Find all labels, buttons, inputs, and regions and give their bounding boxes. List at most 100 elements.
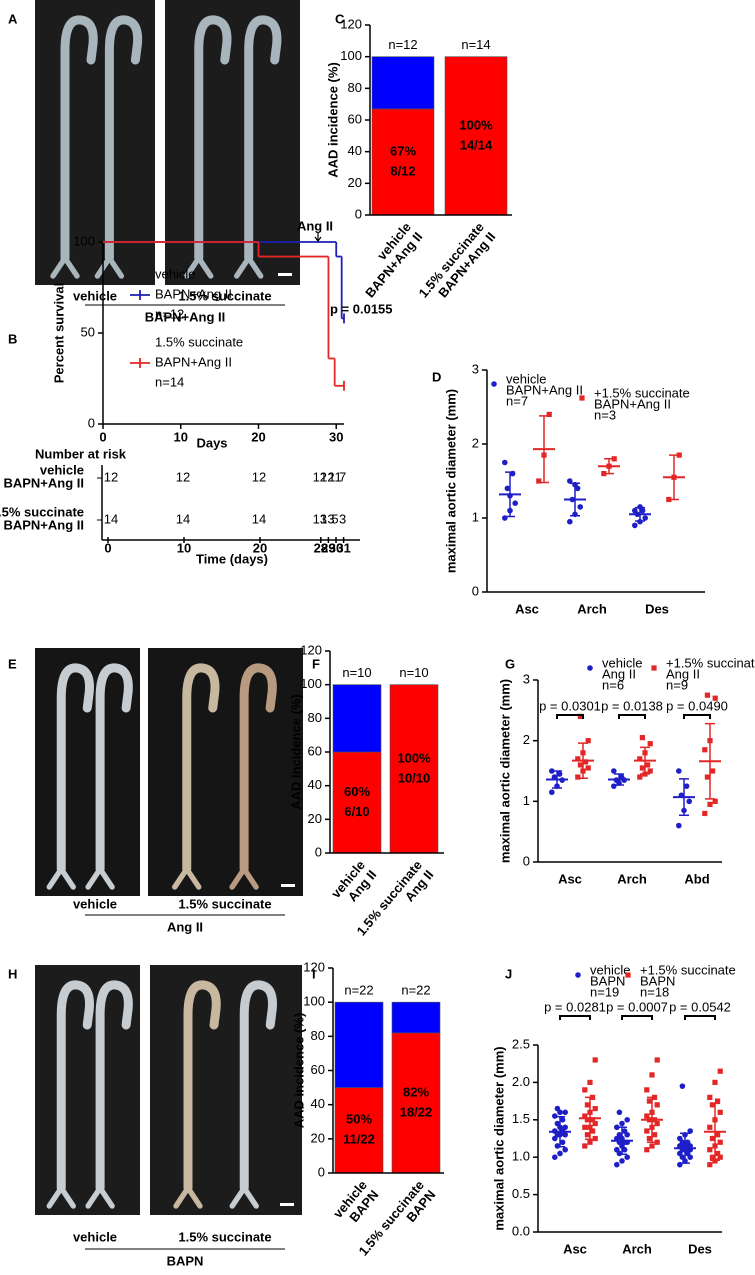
fraction-label: 14/14 bbox=[460, 137, 493, 152]
y-tick-label: 100 bbox=[73, 233, 95, 248]
risk-time-label: 28 bbox=[314, 540, 328, 555]
aorta bbox=[60, 15, 98, 263]
annotation: p = 0.0155 bbox=[330, 301, 393, 316]
data-point bbox=[712, 798, 718, 804]
data-point bbox=[683, 783, 690, 789]
legend-text: vehicle bbox=[590, 962, 630, 977]
data-point bbox=[559, 1139, 566, 1146]
risk-time-label: 30 bbox=[329, 540, 343, 555]
risk-value: 12 bbox=[320, 469, 334, 484]
bar-segment bbox=[389, 684, 439, 854]
image-label: 1.5% succinate bbox=[178, 288, 271, 303]
data-point bbox=[618, 774, 625, 780]
data-point bbox=[584, 1132, 590, 1138]
error-bar bbox=[635, 506, 645, 522]
data-point bbox=[616, 1109, 623, 1116]
bracket bbox=[683, 714, 711, 719]
y-tick-label: 80 bbox=[308, 710, 322, 725]
y-tick-label: 0 bbox=[318, 1164, 325, 1179]
data-point bbox=[614, 1161, 620, 1168]
legend-text: BAPN bbox=[590, 973, 625, 988]
data-point bbox=[709, 1135, 715, 1142]
error-bar bbox=[578, 742, 588, 780]
error-bar bbox=[604, 458, 614, 475]
data-point bbox=[567, 478, 573, 484]
data-point bbox=[592, 1120, 598, 1127]
panel-letter: D bbox=[432, 369, 441, 384]
legend-text: n=3 bbox=[594, 407, 616, 422]
p-value: p = 0.0490 bbox=[666, 698, 728, 713]
data-point bbox=[644, 1128, 650, 1134]
y-axis-label: AAD incidence (%) bbox=[291, 1013, 306, 1129]
risk-value: 12 bbox=[313, 469, 327, 484]
y-tick-label: 1.5 bbox=[512, 1111, 530, 1126]
x-tick-label: 20 bbox=[251, 429, 265, 444]
data-point bbox=[624, 1154, 630, 1160]
data-point bbox=[619, 1158, 625, 1164]
risk-value: 12 bbox=[252, 469, 266, 484]
legend-marker bbox=[579, 395, 585, 401]
legend-marker bbox=[651, 665, 657, 671]
data-point bbox=[592, 1057, 598, 1063]
data-point bbox=[704, 692, 710, 698]
data-point bbox=[590, 1117, 596, 1123]
data-point bbox=[687, 1128, 693, 1134]
y-tick-label: 1.0 bbox=[512, 1149, 530, 1164]
bracket bbox=[556, 714, 584, 719]
panel-letter: J bbox=[505, 966, 512, 981]
value-label: 100% bbox=[459, 117, 493, 132]
p-value: p = 0.0281 bbox=[544, 999, 606, 1014]
data-point bbox=[502, 459, 508, 466]
aorta-branch bbox=[85, 866, 115, 890]
data-point bbox=[562, 1109, 568, 1116]
data-point bbox=[554, 1120, 561, 1127]
aorta-branch bbox=[46, 866, 76, 890]
data-point bbox=[707, 1162, 713, 1168]
data-point bbox=[639, 735, 645, 741]
data-point bbox=[637, 774, 643, 780]
data-point bbox=[709, 1102, 715, 1108]
legend-text: vehicle bbox=[155, 266, 195, 281]
bracket bbox=[618, 714, 646, 719]
bar-segment bbox=[332, 684, 382, 753]
data-point bbox=[677, 1135, 683, 1142]
data-point bbox=[562, 1124, 568, 1131]
risk-value: 13 bbox=[313, 511, 327, 526]
image-label: vehicle bbox=[73, 896, 117, 911]
data-point bbox=[614, 1124, 620, 1131]
data-point bbox=[536, 478, 542, 484]
data-point bbox=[654, 1139, 660, 1145]
aorta bbox=[56, 663, 94, 874]
y-tick-label: 0 bbox=[472, 583, 479, 598]
aorta bbox=[244, 15, 282, 263]
legend-text: vehicle bbox=[602, 655, 642, 670]
data-point bbox=[644, 1113, 650, 1119]
legend-text: BAPN+Ang II bbox=[594, 396, 671, 411]
data-point bbox=[557, 1150, 563, 1157]
y-tick-label: 3 bbox=[523, 671, 530, 686]
image-label: 1.5% succinate bbox=[178, 1229, 271, 1244]
image-label: vehicle bbox=[73, 1229, 117, 1244]
data-point bbox=[709, 1154, 715, 1160]
data-point bbox=[654, 1102, 660, 1108]
y-tick-label: 0 bbox=[523, 853, 530, 868]
data-point bbox=[512, 500, 518, 507]
error-bar bbox=[555, 1116, 565, 1148]
bracket bbox=[559, 1015, 591, 1020]
legend-text: n=9 bbox=[666, 677, 688, 692]
legend-text: Ang II bbox=[666, 666, 700, 681]
data-point bbox=[611, 456, 617, 462]
data-point bbox=[583, 759, 589, 765]
x-tick-label: Asc bbox=[563, 1241, 587, 1256]
data-point bbox=[717, 1139, 723, 1145]
legend-text: n=18 bbox=[640, 984, 669, 999]
x-tick-label: 10 bbox=[174, 429, 188, 444]
data-point bbox=[592, 1105, 598, 1112]
p-value: p = 0.0138 bbox=[601, 698, 663, 713]
aorta bbox=[194, 15, 232, 263]
risk-table-title: Number at risk bbox=[35, 446, 127, 461]
y-axis-label: maximal aortic diameter (mm) bbox=[491, 1046, 506, 1230]
annotation: Ang II bbox=[297, 218, 333, 233]
legend-text: Ang II bbox=[602, 666, 636, 681]
